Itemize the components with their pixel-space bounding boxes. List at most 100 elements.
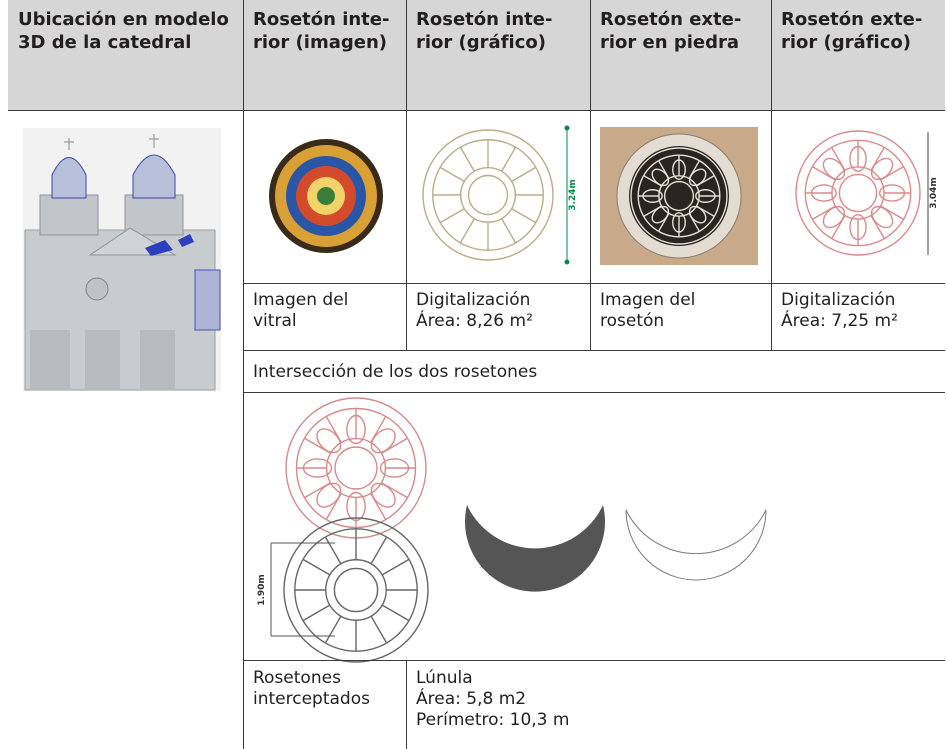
header-cell: Ubicación en modelo 3D de la catedral [8, 0, 243, 110]
stroke [849, 145, 867, 173]
stroke [651, 168, 670, 187]
caption-line: Área: 7,25 m² [781, 311, 898, 331]
rule [8, 110, 945, 111]
caption-line: Área: 8,26 m² [416, 311, 533, 331]
rule [243, 0, 244, 749]
stroke [316, 428, 342, 454]
caption-line: vitral [253, 311, 297, 331]
stroke [501, 218, 517, 244]
stroke [333, 567, 379, 613]
stroke [688, 168, 707, 187]
stroke [302, 558, 331, 576]
rule [406, 0, 407, 350]
stroke [849, 213, 867, 241]
caption-line: Digitalización [781, 290, 896, 310]
rule [771, 0, 772, 350]
stroke [381, 604, 410, 622]
stroke [838, 173, 878, 213]
rule [243, 392, 945, 393]
stroke [302, 458, 333, 478]
stroke [316, 482, 342, 508]
stroke [346, 491, 366, 522]
rule [406, 660, 407, 749]
stroke [651, 205, 670, 224]
stroke [795, 130, 921, 256]
stroke [459, 146, 475, 172]
rule [590, 0, 591, 350]
stroke [511, 208, 537, 224]
stroke [422, 129, 554, 261]
stroke [630, 147, 728, 245]
stroke [870, 205, 894, 229]
dimension-label: 3.24m [568, 179, 578, 211]
rule [243, 283, 945, 284]
caption-line: interceptados [253, 689, 370, 709]
lune-filled [465, 505, 605, 592]
stroke [672, 159, 686, 180]
dimension: 1.90m [257, 542, 335, 637]
caption: Digitalización Área: 8,26 m² [406, 286, 590, 336]
stroke [370, 615, 388, 644]
caption-line: rosetón [600, 311, 665, 331]
caption: Digitalización Área: 7,25 m² [771, 286, 945, 336]
rosette-drawing [795, 130, 921, 256]
stroke [672, 212, 686, 233]
stroke [379, 458, 410, 478]
stroke [688, 205, 707, 224]
stroke [439, 208, 465, 224]
header-cell: Rosetón exte­rior (gráfico) [771, 0, 945, 110]
stroke [459, 218, 475, 244]
stroke [370, 482, 396, 508]
stroke [511, 166, 537, 182]
stroke [346, 414, 366, 445]
rule [243, 660, 945, 661]
caption-line: Imagen del [600, 290, 696, 310]
rule [243, 350, 945, 351]
lune-outline [625, 509, 767, 581]
stroke [822, 157, 846, 181]
stroke [878, 184, 906, 202]
caption: Rosetones interceptados [243, 664, 406, 714]
stroke [870, 157, 894, 181]
caption-line: Rosetones [253, 668, 341, 688]
stroke [439, 166, 465, 182]
cathedral-model [23, 128, 221, 391]
stroke [370, 536, 388, 565]
stroke [501, 146, 517, 172]
caption: Lúnula Área: 5,8 m2 Perímetro: 10,3 m [406, 664, 806, 735]
stroke [381, 558, 410, 576]
section-title: Intersección de los dos rosetones [253, 362, 538, 382]
caption: Imagen del vitral [243, 286, 406, 336]
caption-line: Lúnula [416, 668, 473, 688]
header-cell: Rosetón inte­rior (gráfico) [406, 0, 590, 110]
stained-glass [269, 139, 383, 253]
stroke [663, 180, 695, 212]
stroke [467, 174, 509, 216]
stroke [642, 189, 663, 203]
stone-rosette [600, 127, 758, 265]
stroke [324, 536, 342, 565]
stroke [334, 446, 378, 490]
stroke [370, 428, 396, 454]
header-cell: Rosetón exte­rior en piedra [590, 0, 771, 110]
rosette-drawing [285, 397, 427, 539]
rosette-drawing [422, 129, 554, 261]
dimension-label: 1.90m [257, 574, 267, 606]
stroke [810, 184, 838, 202]
caption-line: Digitalización [416, 290, 531, 310]
dimension: 3.24m [564, 125, 578, 265]
caption-line: Área: 5,8 m2 [416, 689, 527, 709]
dimension-label: 3.04m [929, 177, 939, 209]
header-cell: Rosetón inte­rior (imagen) [243, 0, 406, 110]
caption-line: Imagen del [253, 290, 349, 310]
stroke [324, 615, 342, 644]
rosette-drawing [283, 517, 429, 663]
stroke [695, 189, 716, 203]
dimension: 3.04m [927, 132, 939, 255]
caption: Imagen del rosetón [590, 286, 771, 336]
caption-line: Perímetro: 10,3 m [416, 710, 570, 730]
stroke [302, 604, 331, 622]
stroke [283, 517, 429, 663]
